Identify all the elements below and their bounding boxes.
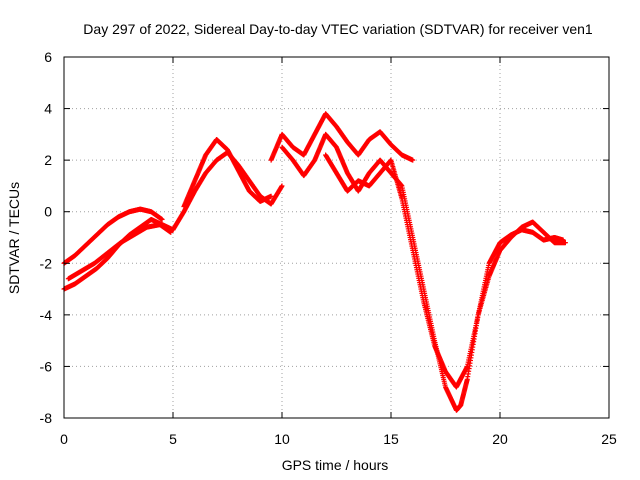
x-tick-label: 15 (383, 431, 399, 447)
x-tick-label: 5 (169, 431, 177, 447)
x-tick-label: 10 (274, 431, 290, 447)
y-tick-label: 2 (44, 152, 52, 168)
data-series (268, 111, 416, 163)
x-tick-label: 20 (492, 431, 508, 447)
data-series (170, 149, 285, 233)
x-axis-label: GPS time / hours (282, 457, 389, 473)
plot-frame (63, 56, 610, 419)
data-point (562, 240, 568, 246)
data-series (279, 131, 566, 413)
x-tick-label: 0 (60, 431, 68, 447)
data-series (181, 137, 274, 210)
data-series (323, 152, 568, 390)
data-point (168, 229, 174, 235)
y-tick-label: -2 (40, 255, 53, 271)
y-axis-label: SDTVAR / TECUs (6, 182, 22, 294)
data-series (61, 206, 165, 266)
y-tick-label: 6 (44, 49, 52, 65)
data-point (268, 193, 274, 199)
y-tick-label: 4 (44, 101, 52, 117)
y-tick-label: 0 (44, 204, 52, 220)
y-tick-label: -6 (40, 358, 53, 374)
data-point (410, 157, 416, 163)
data-point (279, 183, 285, 189)
x-tick-label: 25 (601, 431, 617, 447)
data-point (159, 216, 165, 222)
grid-lines (64, 57, 609, 418)
y-tick-label: -8 (40, 410, 53, 426)
chart-title: Day 297 of 2022, Sidereal Day-to-day VTE… (83, 21, 593, 37)
axes: 0 5 10 15 20 25 -8 -6 -4 -2 0 2 4 6 (40, 49, 617, 447)
data-points (61, 111, 568, 413)
y-tick-label: -4 (40, 307, 53, 323)
data-series (65, 222, 174, 282)
